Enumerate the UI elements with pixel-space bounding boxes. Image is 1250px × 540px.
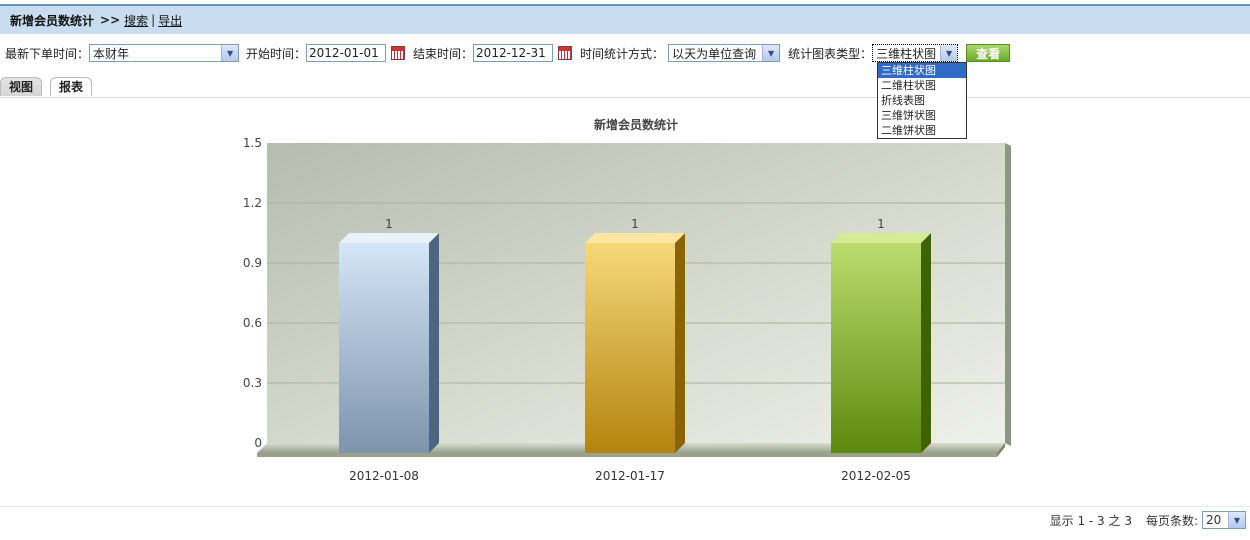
y-tick-label: 0.6	[243, 316, 262, 330]
bar-side	[675, 233, 685, 453]
pagination-status: 显示 1 - 3 之 3	[1049, 513, 1132, 528]
chart-type-option[interactable]: 二维柱状图	[881, 79, 936, 92]
bar: 1	[831, 217, 931, 453]
bars-group: 1 1 1	[339, 217, 931, 453]
latest-order-time-value: 本财年	[93, 46, 130, 61]
bar-side	[921, 233, 931, 453]
view-button[interactable]: 查看	[966, 44, 1011, 62]
bar-top	[831, 233, 931, 243]
bar-side	[429, 233, 439, 453]
calendar-icon[interactable]	[391, 46, 406, 60]
bar-front	[831, 243, 921, 453]
plot-floor-corner	[997, 443, 1005, 457]
y-tick-label: 1.2	[243, 196, 262, 210]
per-page-select[interactable]: 20 ▼	[1202, 511, 1246, 529]
y-tick-label: 0.9	[243, 256, 262, 270]
pagination-footer: 显示 1 - 3 之 3 每页条数: 20 ▼	[1050, 511, 1246, 529]
end-date-input[interactable]: 2012-12-31	[473, 44, 554, 62]
stat-mode-value: 以天为单位查询	[672, 46, 757, 61]
latest-order-time-select[interactable]: 本财年 ▼	[89, 44, 240, 62]
bar: 1	[585, 217, 685, 453]
bar-front	[585, 243, 675, 453]
data-label: 1	[385, 217, 393, 231]
chart-type-value: 三维柱状图	[876, 46, 937, 61]
link-divider: |	[151, 13, 156, 27]
chart-type-select[interactable]: 三维柱状图 ▼	[872, 44, 959, 62]
data-label: 1	[631, 217, 639, 231]
y-tick-label: 0	[254, 436, 262, 450]
page-title: 新增会员数统计	[10, 13, 95, 28]
start-date-value: 2012-01-01	[309, 46, 379, 60]
search-link[interactable]: 搜索	[124, 13, 149, 28]
filter-bar: 最新下单时间： 本财年 ▼ 开始时间： 2012-01-01 结束时间： 201…	[0, 41, 1250, 65]
tab-bar: 视图 报表	[0, 75, 1250, 98]
chart-type-option[interactable]: 折线表图	[881, 94, 925, 107]
tab-report[interactable]: 报表	[50, 77, 93, 96]
bar-top	[585, 233, 685, 243]
chart-type-label: 统计图表类型：	[788, 46, 873, 61]
y-tick-label: 0.3	[243, 376, 262, 390]
per-page-label: 每页条数:	[1145, 513, 1198, 528]
chart-title: 新增会员数统计	[594, 117, 678, 132]
title-separator: >>	[100, 13, 121, 27]
title-bar: 新增会员数统计 >> 搜索 | 导出	[0, 6, 1250, 34]
top-border-line	[0, 4, 1250, 6]
plot-wall-side	[1005, 143, 1011, 446]
start-date-input[interactable]: 2012-01-01	[306, 44, 387, 62]
plot-floor-edge	[257, 453, 997, 457]
start-time-label: 开始时间：	[246, 46, 307, 61]
stat-mode-select[interactable]: 以天为单位查询 ▼	[668, 44, 781, 62]
export-link[interactable]: 导出	[158, 13, 183, 28]
x-axis: 2012-01-08 2012-01-17 2012-02-05	[349, 469, 911, 483]
chevron-down-icon: ▼	[221, 45, 239, 61]
y-tick-label: 1.5	[243, 136, 262, 150]
x-tick-label: 2012-01-08	[349, 469, 419, 483]
chevron-down-icon: ▼	[1228, 512, 1245, 528]
data-label: 1	[877, 217, 885, 231]
per-page-value: 20	[1206, 513, 1222, 527]
tab-view[interactable]: 视图	[0, 77, 43, 96]
footer-divider	[0, 506, 1250, 507]
chevron-down-icon: ▼	[762, 45, 780, 61]
stat-mode-label: 时间统计方式：	[580, 46, 665, 61]
chart-type-option[interactable]: 二维饼状图	[881, 124, 936, 137]
x-tick-label: 2012-01-17	[595, 469, 665, 483]
chart-type-option[interactable]: 三维柱状图	[878, 63, 966, 78]
bar: 1	[339, 217, 439, 453]
bar-top	[339, 233, 439, 243]
end-date-value: 2012-12-31	[476, 46, 546, 60]
bar-front	[339, 243, 429, 453]
latest-order-time-label: 最新下单时间：	[5, 46, 90, 61]
chevron-down-icon: ▼	[940, 45, 958, 61]
chart-type-option[interactable]: 三维饼状图	[881, 109, 936, 122]
end-time-label: 结束时间：	[413, 46, 474, 61]
x-tick-label: 2012-02-05	[841, 469, 911, 483]
calendar-icon[interactable]	[558, 46, 573, 60]
chart-type-dropdown: 三维柱状图 二维柱状图 折线表图 三维饼状图 二维饼状图	[877, 62, 967, 139]
y-axis: 0 0.3 0.6 0.9 1.2 1.5	[243, 136, 262, 450]
